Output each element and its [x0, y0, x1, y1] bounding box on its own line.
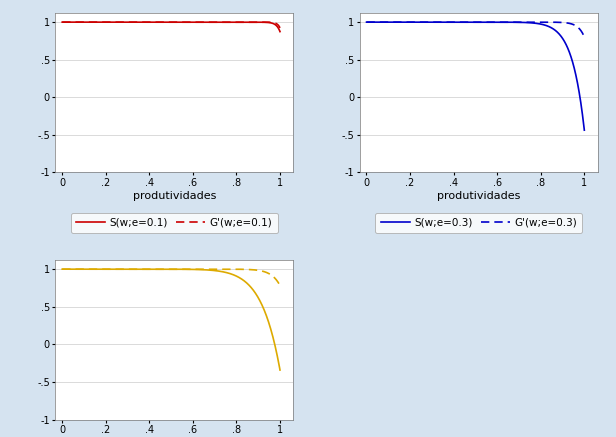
Legend: S(w;e=0.3), G'(w;e=0.3): S(w;e=0.3), G'(w;e=0.3): [375, 213, 582, 233]
Legend: S(w;e=0.1), G'(w;e=0.1): S(w;e=0.1), G'(w;e=0.1): [71, 213, 278, 233]
X-axis label: produtividades: produtividades: [132, 191, 216, 201]
X-axis label: produtividades: produtividades: [437, 191, 521, 201]
